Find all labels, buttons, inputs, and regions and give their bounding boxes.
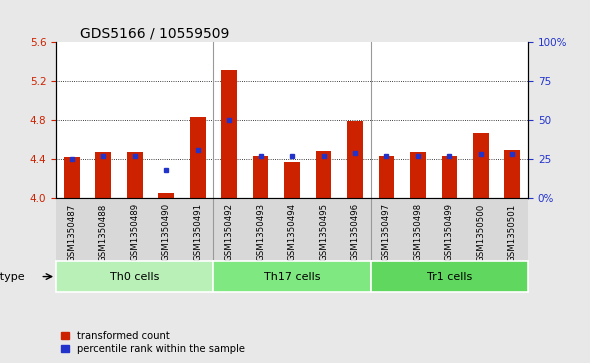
Bar [504,150,520,198]
Bar [64,157,80,198]
Bar [96,152,111,198]
Bar [473,133,489,198]
Text: GSM1350487: GSM1350487 [67,203,76,262]
Text: GDS5166 / 10559509: GDS5166 / 10559509 [80,26,229,41]
Bar [347,121,363,198]
Bar [158,193,174,198]
Text: GSM1350501: GSM1350501 [508,203,517,262]
Text: cell type: cell type [0,272,25,282]
Bar [316,151,332,198]
Text: GSM1350500: GSM1350500 [476,203,486,262]
Text: Th0 cells: Th0 cells [110,272,159,282]
Bar [371,261,528,292]
Text: GSM1350488: GSM1350488 [99,203,108,262]
Text: GSM1350499: GSM1350499 [445,203,454,261]
Text: GSM1350493: GSM1350493 [256,203,265,261]
Text: GSM1350498: GSM1350498 [414,203,422,261]
Text: Tr1 cells: Tr1 cells [427,272,472,282]
Text: GSM1350490: GSM1350490 [162,203,171,261]
Text: GSM1350497: GSM1350497 [382,203,391,261]
Bar [56,261,214,292]
Text: GSM1350491: GSM1350491 [193,203,202,261]
Bar [221,70,237,198]
Bar [253,156,268,198]
Text: Th17 cells: Th17 cells [264,272,320,282]
Text: GSM1350492: GSM1350492 [225,203,234,261]
Text: GSM1350495: GSM1350495 [319,203,328,261]
Legend: transformed count, percentile rank within the sample: transformed count, percentile rank withi… [61,331,245,354]
Text: GSM1350489: GSM1350489 [130,203,139,261]
Bar [190,117,205,198]
Bar [214,261,371,292]
Bar [127,152,143,198]
Bar [410,152,426,198]
Text: GSM1350496: GSM1350496 [350,203,359,261]
Bar [441,156,457,198]
Text: GSM1350494: GSM1350494 [287,203,297,261]
Bar [379,156,394,198]
Bar [284,162,300,198]
